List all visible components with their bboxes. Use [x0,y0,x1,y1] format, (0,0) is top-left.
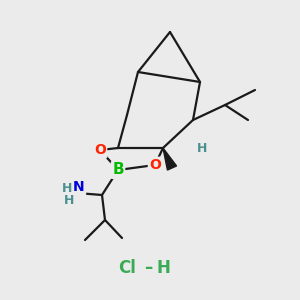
Text: N: N [73,180,85,194]
Text: H: H [64,194,74,208]
Text: H: H [156,259,170,277]
Text: –: – [144,259,152,277]
Text: H: H [197,142,207,154]
Text: B: B [112,163,124,178]
Text: O: O [94,143,106,157]
Text: O: O [149,158,161,172]
Polygon shape [163,148,177,170]
Text: Cl: Cl [118,259,136,277]
Text: H: H [62,182,72,194]
